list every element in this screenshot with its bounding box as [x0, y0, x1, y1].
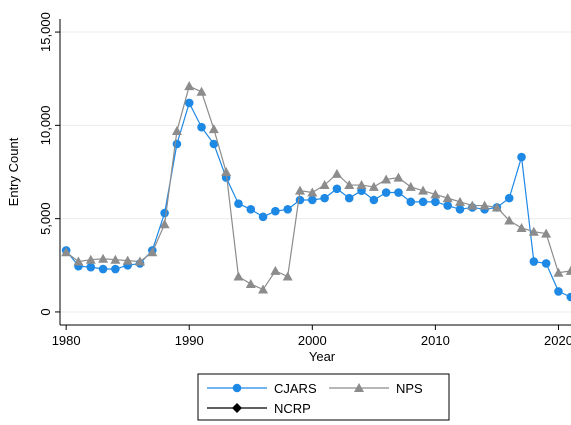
- point: [356, 180, 367, 190]
- x-tick-label: 2000: [298, 333, 327, 348]
- point: [566, 292, 571, 302]
- point: [418, 185, 429, 195]
- point: [320, 193, 329, 203]
- point: [196, 86, 207, 96]
- point: [270, 265, 281, 275]
- point: [283, 205, 292, 214]
- point: [233, 271, 244, 281]
- point: [443, 201, 452, 210]
- point: [331, 168, 342, 178]
- point: [208, 124, 219, 134]
- point: [491, 202, 502, 212]
- point: [344, 193, 354, 203]
- point: [368, 181, 379, 191]
- legend-label: CJARS: [274, 381, 317, 396]
- point: [394, 188, 403, 197]
- point: [245, 278, 256, 288]
- point: [246, 205, 256, 214]
- point: [455, 205, 465, 214]
- point: [504, 193, 514, 203]
- point: [565, 265, 571, 275]
- point: [98, 264, 108, 274]
- point: [479, 200, 490, 210]
- legend-marker: [232, 403, 242, 413]
- point: [85, 254, 96, 264]
- point: [110, 254, 121, 264]
- point: [221, 167, 232, 176]
- point: [160, 208, 169, 218]
- point: [405, 181, 416, 191]
- point: [381, 188, 391, 197]
- point: [61, 247, 72, 257]
- point: [516, 222, 527, 232]
- point: [369, 195, 379, 205]
- y-tick-label: 15,000: [38, 12, 53, 52]
- point: [258, 284, 269, 294]
- legend-marker: [232, 383, 242, 393]
- point: [171, 125, 182, 135]
- point: [184, 98, 194, 108]
- point: [393, 172, 404, 182]
- point: [122, 255, 133, 265]
- point: [282, 271, 293, 281]
- point: [455, 196, 465, 206]
- point: [111, 264, 120, 274]
- point: [159, 219, 170, 229]
- point: [504, 215, 515, 225]
- point: [553, 267, 564, 277]
- point: [98, 253, 109, 263]
- legend-marker: [354, 383, 364, 392]
- point: [430, 189, 441, 199]
- legend-label: NCRP: [274, 401, 311, 416]
- point: [197, 122, 206, 132]
- point: [528, 226, 539, 236]
- point: [172, 139, 182, 149]
- point: [381, 174, 392, 184]
- point: [184, 81, 195, 91]
- point: [431, 197, 440, 207]
- point: [418, 197, 428, 207]
- point: [517, 152, 526, 162]
- y-tick-label: 5,000: [38, 202, 53, 235]
- point: [541, 228, 552, 238]
- x-tick-label: 2010: [421, 333, 450, 348]
- point: [295, 195, 305, 205]
- legend-label: NPS: [396, 381, 423, 396]
- legend-box: [197, 373, 450, 421]
- point: [258, 212, 268, 222]
- point: [529, 257, 539, 266]
- point: [209, 139, 219, 149]
- point: [319, 180, 330, 190]
- x-axis-title: Year: [309, 349, 336, 364]
- point: [467, 200, 478, 210]
- point: [308, 195, 317, 205]
- x-tick-label: 2020: [544, 333, 571, 348]
- y-axis-title: Entry Count: [6, 137, 21, 206]
- x-tick-label: 1990: [175, 333, 204, 348]
- point: [135, 256, 145, 266]
- y-tick-label: 0: [38, 308, 53, 315]
- point: [406, 197, 416, 207]
- point: [554, 287, 563, 296]
- point: [344, 180, 355, 190]
- point: [442, 193, 453, 203]
- point: [73, 256, 84, 266]
- y-tick-label: 10,000: [38, 105, 53, 145]
- point: [541, 259, 551, 268]
- point: [271, 206, 280, 216]
- point: [86, 262, 96, 272]
- point: [307, 187, 318, 197]
- point: [147, 247, 158, 257]
- x-tick-label: 1980: [52, 333, 81, 348]
- point: [295, 185, 305, 195]
- point: [332, 184, 342, 194]
- point: [234, 199, 243, 209]
